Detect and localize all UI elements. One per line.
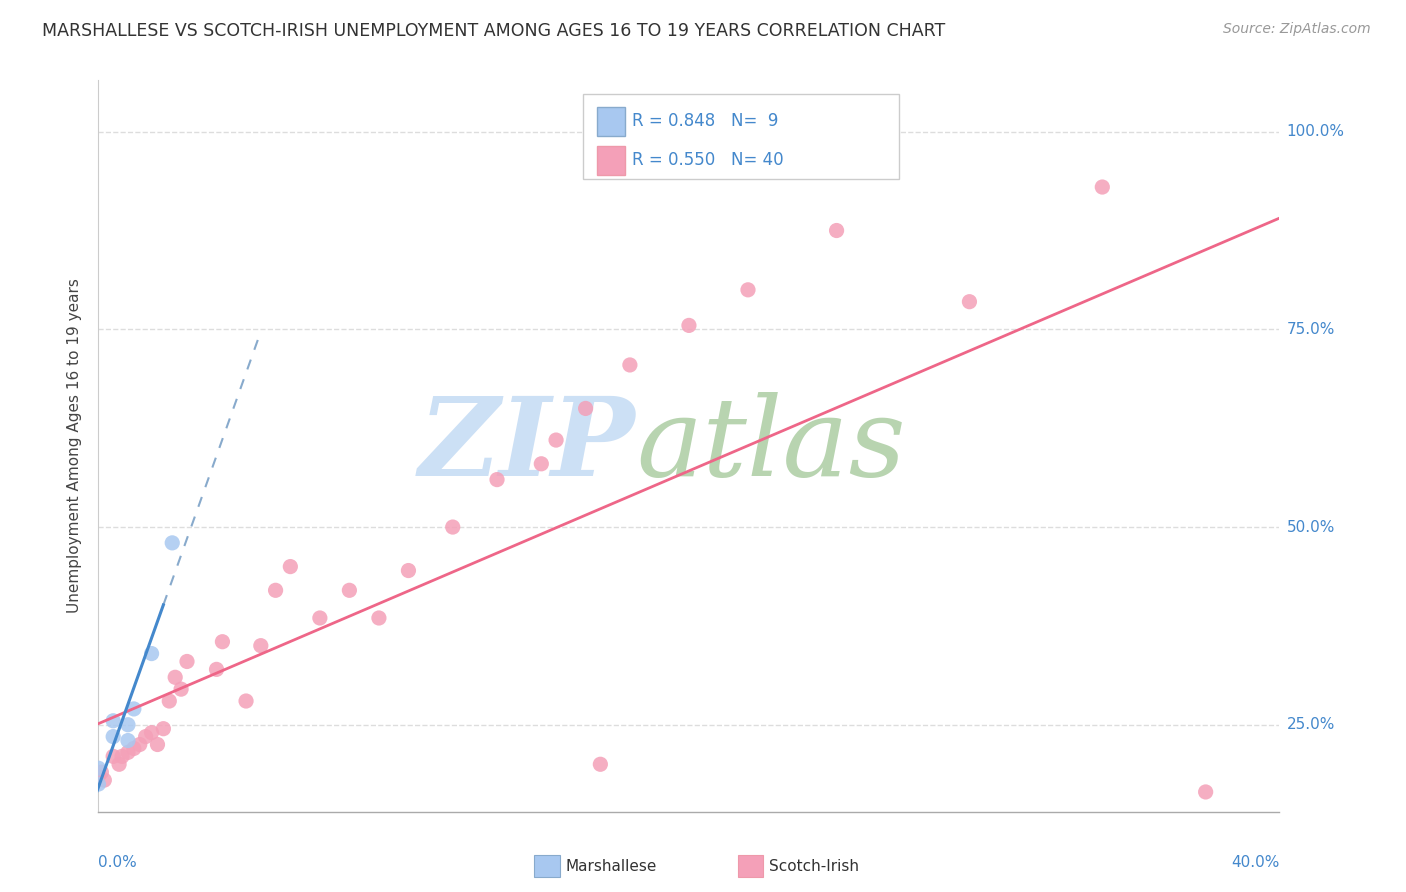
- Point: [486, 473, 509, 487]
- Point: [396, 564, 419, 578]
- Point: [959, 294, 981, 309]
- Point: [141, 725, 163, 739]
- Point: [211, 634, 233, 648]
- Point: [152, 722, 174, 736]
- Text: 100.0%: 100.0%: [1286, 124, 1344, 139]
- Point: [87, 769, 110, 783]
- Point: [93, 773, 115, 788]
- Point: [619, 358, 641, 372]
- Text: R = 0.848   N=  9: R = 0.848 N= 9: [631, 112, 779, 130]
- Point: [309, 611, 332, 625]
- Point: [250, 639, 273, 653]
- Point: [87, 777, 110, 791]
- Text: 0.0%: 0.0%: [98, 855, 138, 870]
- Text: 40.0%: 40.0%: [1232, 855, 1279, 870]
- Y-axis label: Unemployment Among Ages 16 to 19 years: Unemployment Among Ages 16 to 19 years: [67, 278, 83, 614]
- Point: [1195, 785, 1218, 799]
- Text: R = 0.550   N= 40: R = 0.550 N= 40: [631, 152, 783, 169]
- Point: [162, 536, 183, 550]
- Point: [157, 694, 180, 708]
- Point: [205, 662, 228, 676]
- Point: [90, 765, 112, 780]
- Point: [146, 738, 169, 752]
- Point: [544, 433, 567, 447]
- Point: [278, 559, 302, 574]
- Text: 75.0%: 75.0%: [1286, 322, 1334, 337]
- Point: [176, 655, 198, 669]
- Point: [117, 717, 139, 731]
- Text: 25.0%: 25.0%: [1286, 717, 1334, 732]
- Point: [111, 749, 134, 764]
- Point: [1091, 180, 1114, 194]
- Point: [264, 583, 287, 598]
- Point: [135, 730, 157, 744]
- Point: [530, 457, 553, 471]
- Point: [117, 746, 139, 760]
- Text: atlas: atlas: [636, 392, 905, 500]
- Point: [108, 757, 131, 772]
- Point: [117, 733, 139, 747]
- Point: [103, 749, 125, 764]
- Text: ZIP: ZIP: [419, 392, 636, 500]
- Text: 50.0%: 50.0%: [1286, 519, 1334, 534]
- Point: [87, 761, 110, 775]
- Point: [122, 702, 145, 716]
- Point: [825, 223, 848, 237]
- Point: [165, 670, 187, 684]
- Point: [441, 520, 464, 534]
- Point: [170, 682, 193, 697]
- Point: [103, 730, 125, 744]
- Point: [678, 318, 700, 333]
- Point: [103, 714, 125, 728]
- Text: Source: ZipAtlas.com: Source: ZipAtlas.com: [1223, 22, 1371, 37]
- Point: [589, 757, 612, 772]
- Text: Scotch-Irish: Scotch-Irish: [769, 859, 859, 873]
- Point: [737, 283, 759, 297]
- Point: [574, 401, 596, 416]
- Point: [235, 694, 257, 708]
- Text: Marshallese: Marshallese: [565, 859, 657, 873]
- Point: [128, 738, 150, 752]
- Point: [122, 741, 145, 756]
- Point: [141, 647, 163, 661]
- Text: MARSHALLESE VS SCOTCH-IRISH UNEMPLOYMENT AMONG AGES 16 TO 19 YEARS CORRELATION C: MARSHALLESE VS SCOTCH-IRISH UNEMPLOYMENT…: [42, 22, 945, 40]
- Point: [368, 611, 391, 625]
- Point: [337, 583, 360, 598]
